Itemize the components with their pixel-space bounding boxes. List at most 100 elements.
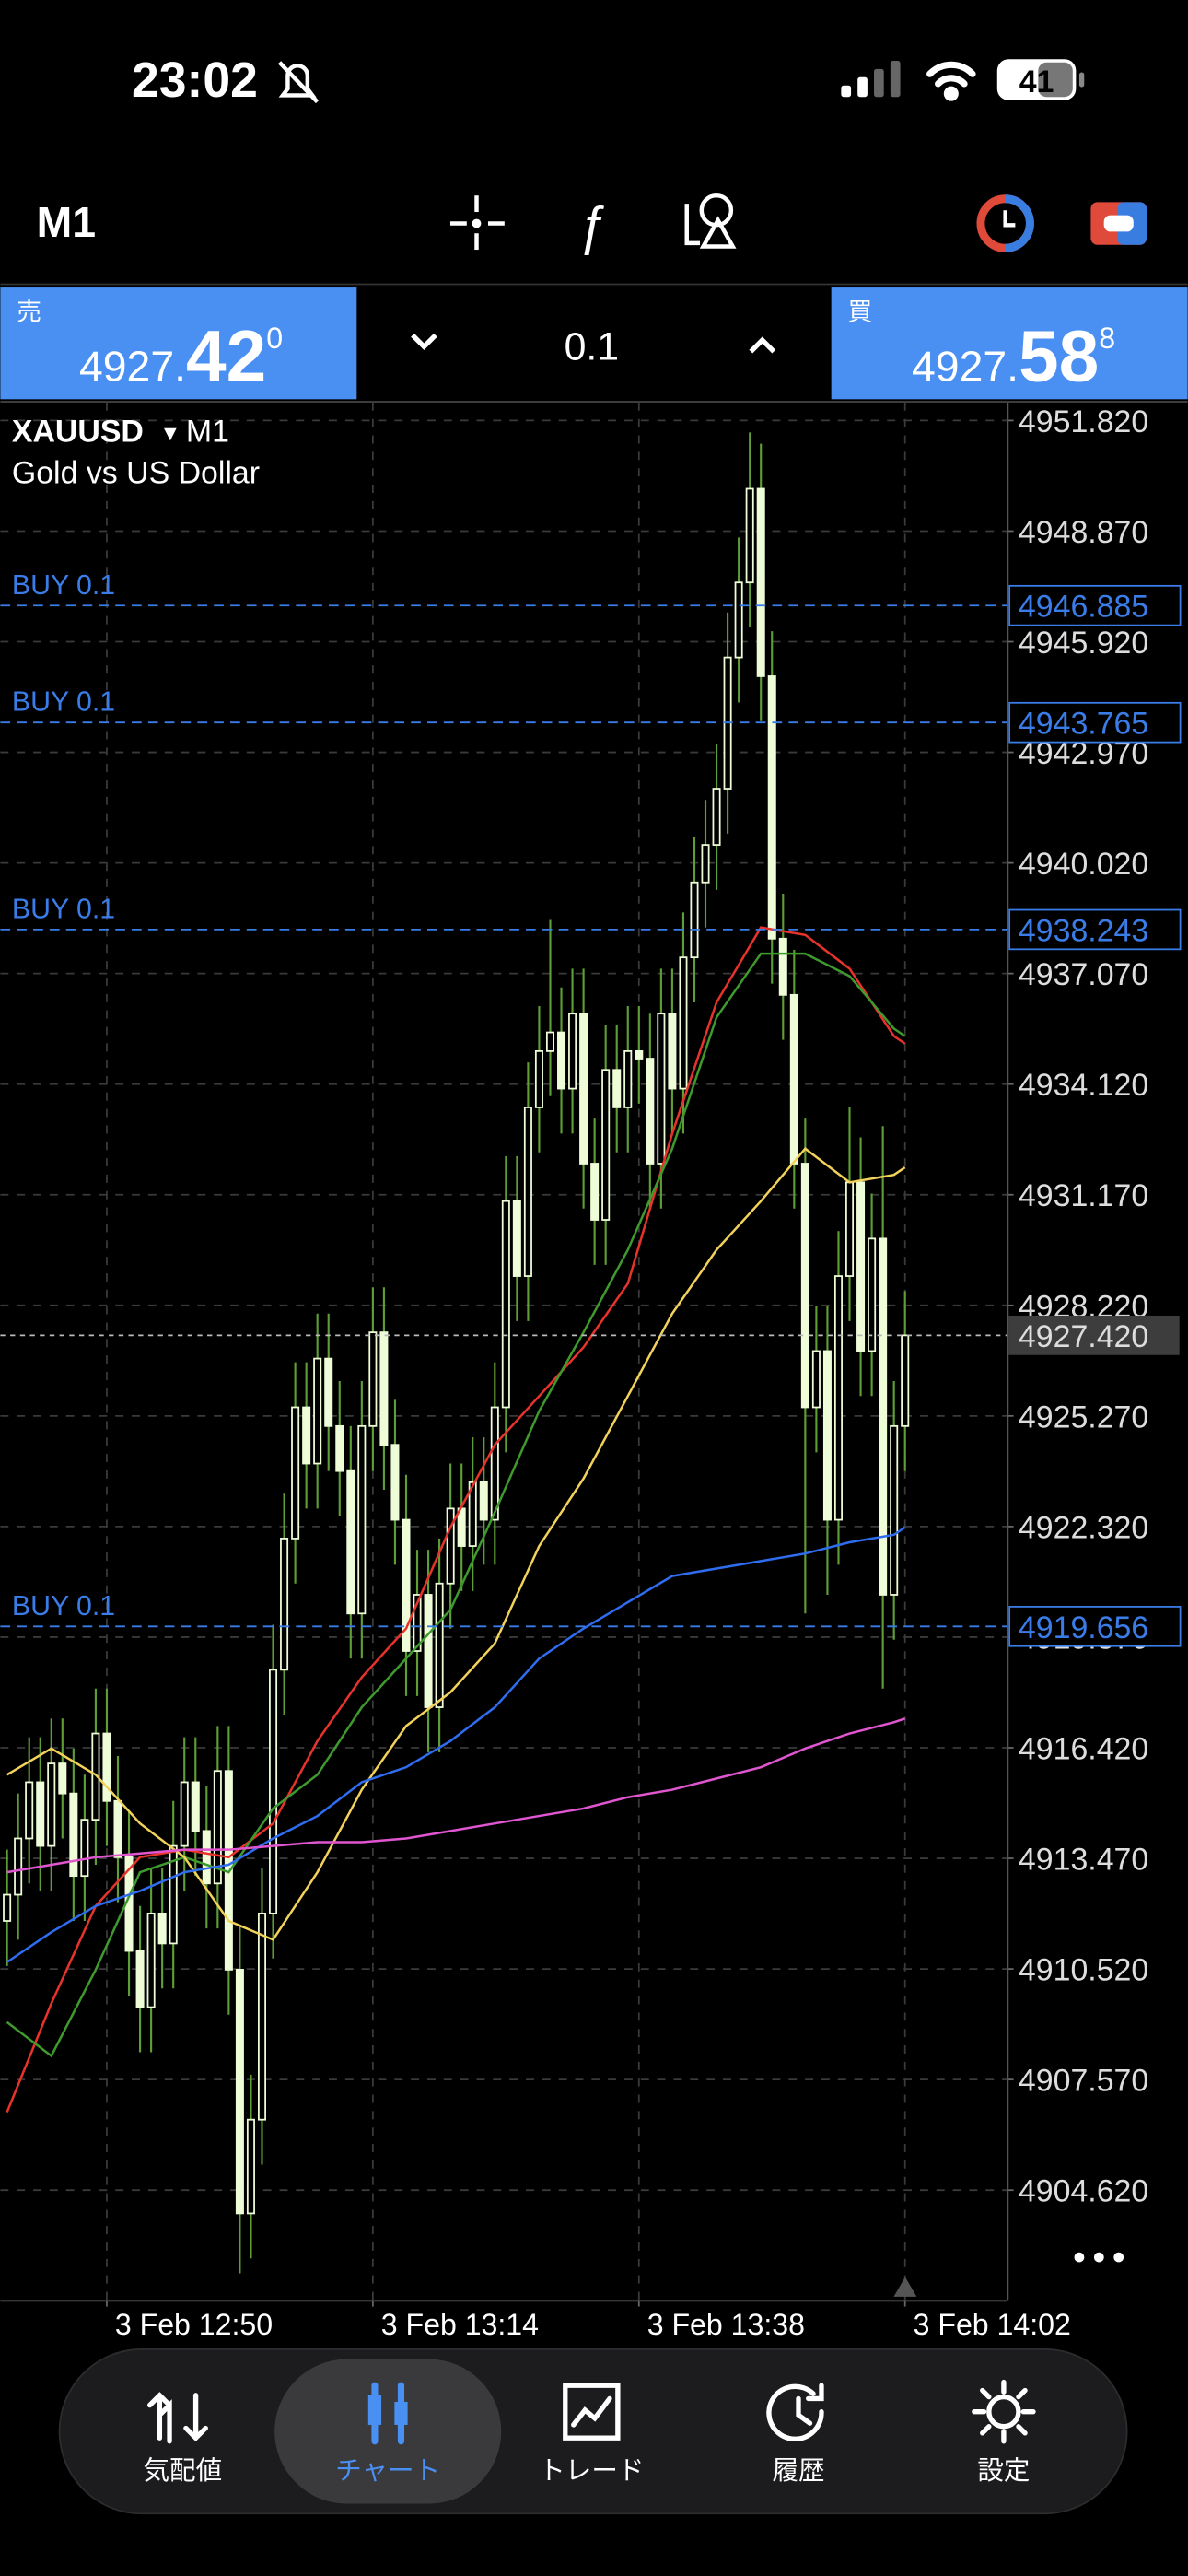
tab-item[interactable]: 履歴 [766,2383,825,2486]
sell-label: 売 [17,299,41,326]
candle-body [557,1031,566,1090]
candle-body [25,1781,34,1840]
x-tick-label: 3 Feb 12:50 [115,2308,273,2341]
x-tick-label: 3 Feb 14:02 [914,2308,1071,2341]
candle-body [657,1013,666,1165]
candle-body [623,1049,633,1108]
tab-icon [146,2392,208,2444]
tab-icon [367,2395,382,2425]
y-tick-label: 4916.420 [1019,1731,1148,1766]
candle-body [545,1031,554,1052]
buy-button[interactable]: 買 4927.588 [831,287,1188,400]
candle-body [357,1424,367,1615]
moving-average [6,952,906,2058]
y-tick-label: 4934.120 [1019,1068,1148,1103]
candle-body [789,993,798,1165]
candle-body [646,1058,655,1165]
shift-marker[interactable] [893,2277,917,2297]
candle-body [679,956,688,1090]
candle-body [601,1069,611,1221]
signal-icon [841,60,901,98]
volume-down[interactable] [411,333,437,351]
candle-body [402,1518,411,1652]
candle-body [523,1107,532,1277]
order-price-box [1008,1606,1182,1647]
candle-body [446,1507,455,1585]
candle-body [80,1819,89,1878]
indicators-button[interactable]: ƒ [577,196,606,255]
tab-item[interactable]: 設定 [972,2379,1036,2486]
order-price-box [1008,584,1182,626]
tab-icon [394,2401,408,2425]
buy-price: 4927.588 [912,316,1115,397]
candle-body [379,1331,389,1446]
candle-body [91,1732,100,1821]
moving-average [6,1526,906,1963]
volume-up[interactable] [749,336,776,354]
candle-body [701,844,710,884]
candle-body [36,1781,45,1847]
y-tick-label: 4910.520 [1019,1953,1148,1988]
candle-body [135,1950,145,2008]
y-tick-label: 4948.870 [1019,515,1148,550]
more-button[interactable] [1074,2252,1124,2263]
candle-body [833,1275,843,1521]
price-prefix: 4927. [79,343,186,391]
candle-body [246,2118,255,2215]
order-label[interactable]: BUY 0.1 [12,570,115,601]
candle-body [767,675,776,940]
timeframe-button[interactable]: M1 [37,198,96,246]
order-price-box [1008,701,1182,744]
moving-average [6,1146,906,1941]
candle-body [668,1013,677,1090]
battery-icon: 41 [996,59,1085,100]
tab-item[interactable]: トレード [539,2383,644,2486]
candle-body [868,1237,877,1352]
price-sup: 0 [266,322,283,355]
candle-body [457,1507,466,1547]
clock-button[interactable] [976,194,1034,252]
candle-body [146,1912,156,2008]
battery-level: 41 [1019,64,1054,100]
order-price-label: 4946.885 [1019,590,1148,625]
order-price-label: 4919.656 [1019,1610,1148,1645]
volume[interactable]: 0.1 [565,325,619,369]
order-label[interactable]: BUY 0.1 [12,894,115,924]
candle-body [368,1331,378,1427]
candle-body [202,1830,211,1885]
sell-button[interactable]: 売 4927.420 [0,287,357,400]
candle-body [745,487,754,584]
tab-label: 履歴 [772,2456,824,2486]
candle-body [257,1912,266,2121]
moving-average [6,926,906,2113]
tab-icon [563,2383,621,2441]
tab-label: トレード [539,2456,644,2486]
chart-overlay: XAUUSD ▼ M1 Gold vs US Dollar [12,415,260,491]
order-label[interactable]: BUY 0.1 [12,687,115,718]
status-time: 23:02 [132,53,258,108]
tab-item[interactable]: チャート [274,2359,502,2504]
trade-button[interactable] [1090,202,1147,245]
current-price-box [1008,1315,1180,1355]
tab-item[interactable]: 気配値 [144,2392,223,2486]
objects-button[interactable] [684,193,737,249]
candle-body [191,1781,200,1832]
candle-body [413,1594,422,1652]
moving-average [6,1717,906,1874]
candle-body [501,1200,510,1409]
symbol-dropdown[interactable]: ▼ [159,421,181,445]
candle-body [335,1424,344,1472]
symbol-description: Gold vs US Dollar [12,455,260,490]
order-label[interactable]: BUY 0.1 [12,1591,115,1622]
candle-body [69,1792,78,1878]
tab-bar [58,2348,1128,2515]
order-price-label: 4938.243 [1019,913,1148,948]
chart[interactable]: 4951.8204948.8704945.9204942.9704940.020… [0,402,1182,2307]
candle-body [14,1837,23,1896]
candle-body [280,1538,289,1671]
candle-body [612,1069,622,1108]
candle-body [113,1799,122,1858]
crosshair-button[interactable] [449,195,505,251]
